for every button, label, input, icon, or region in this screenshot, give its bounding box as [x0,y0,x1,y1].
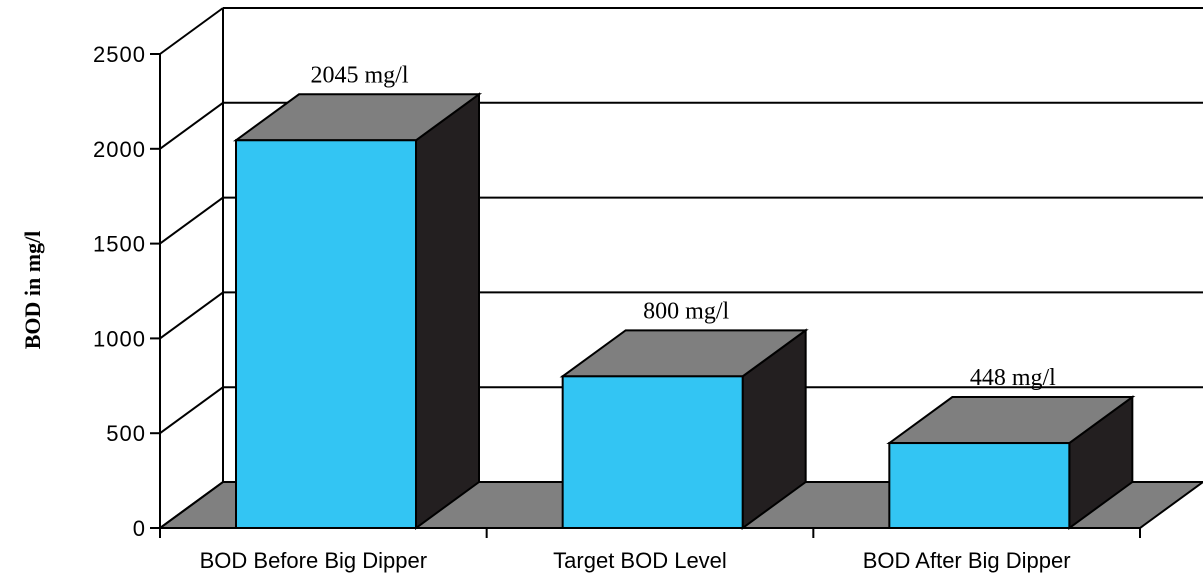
bar-front [888,442,1071,530]
side-wall-gridline [159,7,224,55]
y-tick-label: 2500 [93,42,146,67]
x-axis: BOD Before Big Dipper Target BOD Level BOD… [159,527,1141,573]
y-tick-label: 2000 [93,137,146,162]
data-label: 2045 mg/l [310,62,408,88]
side-wall-gridline [159,101,224,150]
bars [232,92,1136,530]
y-tick-label: 500 [106,421,146,446]
y-tick-label: 1000 [93,326,146,351]
data-label: 800 mg/l [643,298,729,324]
bar [886,395,1136,530]
bar-front [235,139,417,529]
bar-front [561,375,744,529]
side-wall-gridline [159,386,224,435]
x-tick-label: BOD Before Big Dipper [200,548,427,573]
bar-side [415,92,480,530]
side-wall-gridline [159,481,224,529]
bar [559,328,809,530]
y-axis-label: BOD in mg/l [20,231,45,350]
bar [232,92,483,530]
y-tick-label: 1500 [93,232,146,257]
side-wall-gridline [159,196,224,245]
y-axis: 0 500 1000 1500 2000 2500 [93,42,161,541]
x-tick-label: Target BOD Level [553,548,727,573]
side-wall-gridline [159,291,224,340]
x-tick-label: BOD After Big Dipper [863,548,1071,573]
data-label: 448 mg/l [970,365,1056,391]
data-labels: 2045 mg/l 800 mg/l 448 mg/l [310,62,1056,391]
y-tick-label: 0 [133,516,146,541]
